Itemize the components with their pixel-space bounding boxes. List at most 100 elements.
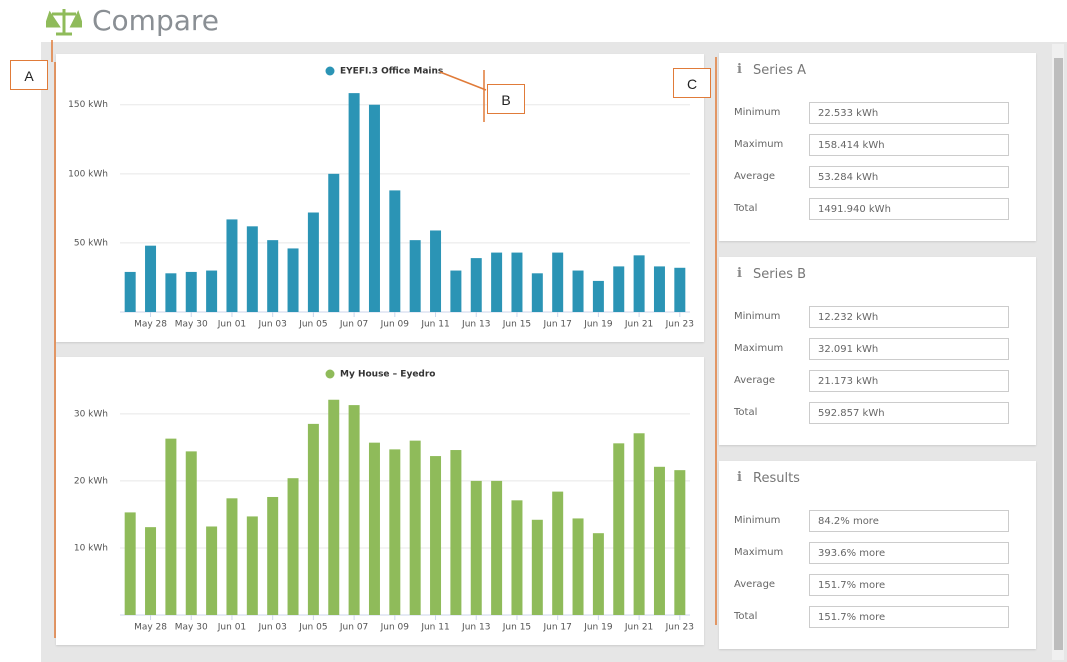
bar <box>307 423 319 615</box>
y-tick-label: 100 kWh <box>68 169 108 179</box>
bar <box>246 516 258 615</box>
x-tick-label: Jun 05 <box>298 623 327 633</box>
bar <box>511 252 523 312</box>
page-title: Compare <box>92 4 220 37</box>
bar <box>185 271 197 312</box>
bar <box>572 518 584 615</box>
bar <box>531 273 543 312</box>
x-tick-label: Jun 03 <box>257 623 286 633</box>
info-icon: i <box>737 266 742 281</box>
x-tick-label: May 30 <box>175 320 208 330</box>
annotation-label: C <box>673 68 711 98</box>
bar <box>165 438 177 615</box>
scale-icon <box>46 9 82 36</box>
bar <box>389 449 401 615</box>
x-tick-label: May 28 <box>134 623 167 633</box>
x-tick-label: Jun 19 <box>583 320 613 330</box>
stat-label: Minimum <box>734 311 781 322</box>
stat-label: Total <box>734 611 758 622</box>
stat-value: 1491.940 kWh <box>809 198 1009 220</box>
x-tick-label: Jun 01 <box>217 320 246 330</box>
legend-marker <box>325 369 335 379</box>
bar <box>511 500 523 615</box>
stat-value: 84.2% more <box>809 510 1009 532</box>
bar <box>165 273 177 312</box>
legend-label: EYEFI.3 Office Mains <box>340 67 443 77</box>
stat-value: 12.232 kWh <box>809 306 1009 328</box>
panel-title: Series B <box>753 267 807 282</box>
bar <box>552 491 564 615</box>
x-tick-label: Jun 17 <box>542 623 571 633</box>
y-tick-label: 20 kWh <box>74 476 108 486</box>
x-tick-label: Jun 15 <box>502 320 531 330</box>
x-tick-label: Jun 01 <box>217 623 246 633</box>
x-tick-label: Jun 15 <box>502 623 531 633</box>
stat-label: Minimum <box>734 107 781 118</box>
bar <box>409 240 421 312</box>
legend-marker <box>325 66 335 76</box>
bar <box>674 470 686 615</box>
bar <box>145 527 157 615</box>
stat-value: 158.414 kWh <box>809 134 1009 156</box>
x-tick-label: Jun 09 <box>380 320 410 330</box>
scroll-thumb[interactable] <box>1054 58 1063 650</box>
x-tick-label: Jun 03 <box>257 320 286 330</box>
x-tick-label: Jun 13 <box>461 623 490 633</box>
bar <box>145 245 157 312</box>
bar <box>430 230 442 312</box>
stat-value: 21.173 kWh <box>809 370 1009 392</box>
x-tick-label: Jun 21 <box>624 320 653 330</box>
bar <box>124 271 136 312</box>
x-tick-label: Jun 07 <box>339 320 368 330</box>
bar <box>674 267 686 312</box>
stat-value: 151.7% more <box>809 606 1009 628</box>
bar <box>653 266 665 312</box>
x-tick-label: Jun 09 <box>380 623 410 633</box>
stat-label: Maximum <box>734 343 784 354</box>
y-tick-label: 10 kWh <box>74 543 108 553</box>
x-tick-label: Jun 11 <box>420 623 449 633</box>
bar <box>267 496 279 615</box>
bar <box>409 440 421 615</box>
annotation-label: A <box>10 60 48 90</box>
stat-value: 32.091 kWh <box>809 338 1009 360</box>
stat-label: Total <box>734 203 758 214</box>
info-icon: i <box>737 62 742 77</box>
bar <box>368 104 380 313</box>
bar <box>491 480 503 615</box>
bar <box>592 533 604 615</box>
x-tick-label: Jun 19 <box>583 623 613 633</box>
bar <box>226 219 238 312</box>
x-tick-label: Jun 17 <box>542 320 571 330</box>
stat-label: Minimum <box>734 515 781 526</box>
bar <box>653 466 665 615</box>
stat-label: Maximum <box>734 139 784 150</box>
bar <box>450 450 462 615</box>
panel-title: Results <box>753 471 800 486</box>
bar <box>470 480 482 615</box>
x-tick-label: Jun 23 <box>665 320 694 330</box>
bar <box>613 266 625 312</box>
bar <box>470 258 482 312</box>
bar <box>328 399 340 615</box>
stat-label: Average <box>734 171 776 182</box>
stat-label: Maximum <box>734 547 784 558</box>
bar <box>430 456 442 615</box>
x-tick-label: May 30 <box>175 623 208 633</box>
bar <box>491 252 503 312</box>
bar <box>389 190 401 312</box>
stat-value: 151.7% more <box>809 574 1009 596</box>
bar <box>348 93 360 312</box>
x-tick-label: Jun 23 <box>665 623 694 633</box>
bar <box>185 451 197 615</box>
stat-label: Average <box>734 375 776 386</box>
chart-card: 10 kWh 20 kWh 30 kWh My House – Eyedro May 2… <box>56 357 704 645</box>
chart-card: 50 kWh 100 kWh 150 kWh EYEFI.3 Office Mains… <box>56 54 704 342</box>
stat-value: 592.857 kWh <box>809 402 1009 424</box>
bar <box>592 280 604 312</box>
bar <box>633 255 645 312</box>
bar <box>613 443 625 615</box>
stat-label: Average <box>734 579 776 590</box>
bar <box>246 226 258 312</box>
bar <box>287 478 299 615</box>
